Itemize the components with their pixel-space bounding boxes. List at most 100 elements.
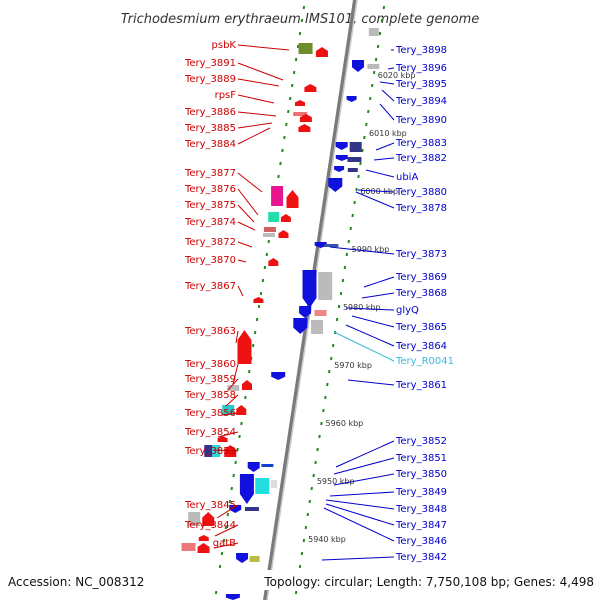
gene-block bbox=[293, 112, 308, 116]
reverse-gene-label[interactable]: Tery_3849 bbox=[395, 487, 447, 498]
forward-gene-label[interactable]: Tery_3875 bbox=[184, 200, 236, 211]
forward-gene-arrow bbox=[298, 124, 311, 132]
forward-gene-label[interactable]: Tery_3877 bbox=[184, 168, 236, 179]
reverse-label-leader bbox=[365, 169, 395, 178]
reverse-gene-label[interactable]: Tery_3869 bbox=[395, 272, 447, 283]
reverse-gene-label[interactable]: Tery_3898 bbox=[395, 45, 447, 56]
forward-label-leader bbox=[237, 94, 275, 104]
forward-label-leader bbox=[237, 78, 280, 87]
forward-label-leader bbox=[237, 204, 255, 223]
forward-gene-arrow bbox=[198, 535, 209, 541]
feature-layer bbox=[181, 28, 380, 600]
reverse-label-leader bbox=[355, 191, 395, 209]
reverse-gene-label[interactable]: Tery_3847 bbox=[395, 520, 447, 531]
reverse-gene-label[interactable]: ubiA bbox=[396, 172, 418, 183]
forward-label-leader bbox=[237, 122, 273, 129]
forward-gene-label[interactable]: Tery_3844 bbox=[184, 520, 236, 531]
forward-gene-label[interactable]: Tery_3860 bbox=[184, 359, 236, 370]
reverse-label-leader bbox=[325, 503, 395, 526]
reverse-gene-label[interactable]: Tery_3896 bbox=[395, 63, 447, 74]
reverse-gene-label[interactable]: Tery_3894 bbox=[395, 96, 447, 107]
reverse-label-leader bbox=[375, 142, 395, 151]
kbp-mark-label: 5990 kbp bbox=[352, 245, 390, 254]
forward-gene-label[interactable]: Tery_3853 bbox=[184, 446, 236, 457]
forward-gene-label[interactable]: rpsF bbox=[215, 90, 237, 101]
forward-gene-label[interactable]: gatB bbox=[213, 538, 236, 549]
reverse-label-leader bbox=[351, 315, 395, 328]
reverse-gene-label[interactable]: Tery_3848 bbox=[395, 504, 447, 515]
forward-gene-label[interactable]: Tery_3884 bbox=[184, 139, 236, 150]
forward-gene-arrow bbox=[237, 330, 252, 364]
gene-block bbox=[181, 543, 196, 551]
forward-gene-label[interactable]: Tery_3867 bbox=[184, 281, 236, 292]
reverse-gene-label[interactable]: Tery_3878 bbox=[395, 203, 447, 214]
reverse-label-leader bbox=[333, 473, 395, 486]
reverse-gene-label[interactable]: Tery_3842 bbox=[395, 552, 447, 563]
reverse-gene-label[interactable]: glyQ bbox=[396, 305, 419, 316]
gene-block bbox=[249, 556, 260, 562]
reverse-gene-arrow bbox=[225, 594, 240, 600]
reverse-gene-label[interactable]: Tery_3851 bbox=[395, 453, 447, 464]
reverse-gene-label[interactable]: Tery_3868 bbox=[395, 288, 447, 299]
reverse-gene-arrow bbox=[334, 166, 345, 172]
forward-gene-label[interactable]: psbK bbox=[212, 40, 237, 51]
map-title: Trichodesmium erythraeum IMS101, complet… bbox=[121, 12, 480, 27]
forward-gene-arrow bbox=[202, 512, 215, 526]
forward-label-leader bbox=[237, 221, 256, 231]
reverse-gene-label[interactable]: Tery_3852 bbox=[395, 436, 447, 447]
forward-gene-label[interactable]: Tery_3859 bbox=[184, 374, 236, 385]
forward-gene-label[interactable]: Tery_3874 bbox=[184, 217, 236, 228]
forward-gene-label[interactable]: Tery_3856 bbox=[184, 408, 236, 419]
forward-gene-label[interactable]: Tery_3854 bbox=[184, 427, 236, 438]
forward-gene-label[interactable]: Tery_3872 bbox=[184, 237, 236, 248]
forward-gene-label[interactable]: Tery_3886 bbox=[184, 107, 236, 118]
reverse-gene-label[interactable]: Tery_3850 bbox=[395, 469, 447, 480]
reverse-gene-label[interactable]: Tery_3865 bbox=[395, 322, 447, 333]
reverse-gene-label[interactable]: Tery_3890 bbox=[395, 115, 447, 126]
kbp-mark-label: 5940 kbp bbox=[308, 535, 346, 544]
forward-label-leader bbox=[232, 363, 239, 385]
forward-gene-arrow bbox=[217, 436, 228, 442]
forward-gene-label[interactable]: Tery_3863 bbox=[184, 326, 236, 337]
forward-gene-label[interactable]: Tery_3891 bbox=[184, 58, 236, 69]
reverse-gene-label[interactable]: Tery_3883 bbox=[395, 138, 447, 149]
forward-gene-label[interactable]: Tery_3889 bbox=[184, 74, 236, 85]
reverse-gene-arrow bbox=[229, 505, 242, 513]
forward-gene-label[interactable]: Tery_3845 bbox=[184, 500, 236, 511]
reverse-gene-arrow bbox=[335, 155, 348, 161]
forward-gene-label[interactable]: Tery_3876 bbox=[184, 184, 236, 195]
forward-gene-arrow bbox=[253, 297, 264, 303]
reverse-label-leader bbox=[373, 157, 395, 161]
reverse-gene-label[interactable]: Tery_3846 bbox=[395, 536, 447, 547]
forward-gene-label[interactable]: Tery_3870 bbox=[184, 255, 236, 266]
reverse-gene-label[interactable]: Tery_3882 bbox=[395, 153, 447, 164]
reverse-gene-label[interactable]: Tery_3864 bbox=[395, 341, 447, 352]
reverse-gene-label[interactable]: Tery_3895 bbox=[395, 79, 447, 90]
reverse-label-leader bbox=[333, 457, 395, 475]
gene-block bbox=[263, 227, 276, 232]
reverse-gene-label[interactable]: Tery_R0041 bbox=[395, 356, 454, 367]
gene-block bbox=[271, 480, 277, 488]
reverse-gene-label[interactable]: Tery_3861 bbox=[395, 380, 447, 391]
reverse-gene-arrow bbox=[236, 553, 249, 563]
reverse-gene-arrow bbox=[314, 242, 327, 248]
forward-gene-label[interactable]: Tery_3858 bbox=[184, 390, 236, 401]
kbp-mark-label: 5960 kbp bbox=[326, 419, 364, 428]
reverse-label-leader bbox=[321, 556, 395, 561]
kbp-mark-label: 6010 kbp bbox=[369, 129, 407, 138]
gene-block bbox=[367, 64, 380, 69]
forward-gene-label[interactable]: Tery_3885 bbox=[184, 123, 236, 134]
forward-label-leader bbox=[237, 241, 253, 248]
reverse-gene-label[interactable]: Tery_3873 bbox=[395, 249, 447, 260]
forward-gene-arrow bbox=[278, 230, 289, 238]
forward-label-leader bbox=[237, 44, 290, 51]
footer-backdrop bbox=[0, 570, 600, 590]
reverse-gene-label[interactable]: Tery_3880 bbox=[395, 187, 447, 198]
gene-block bbox=[314, 310, 327, 316]
reverse-label-leader bbox=[335, 440, 395, 468]
reverse-label-leader bbox=[379, 81, 395, 85]
reverse-label-leader bbox=[379, 103, 395, 121]
kbp-mark-label: 5950 kbp bbox=[317, 477, 355, 486]
gene-block bbox=[349, 142, 362, 152]
